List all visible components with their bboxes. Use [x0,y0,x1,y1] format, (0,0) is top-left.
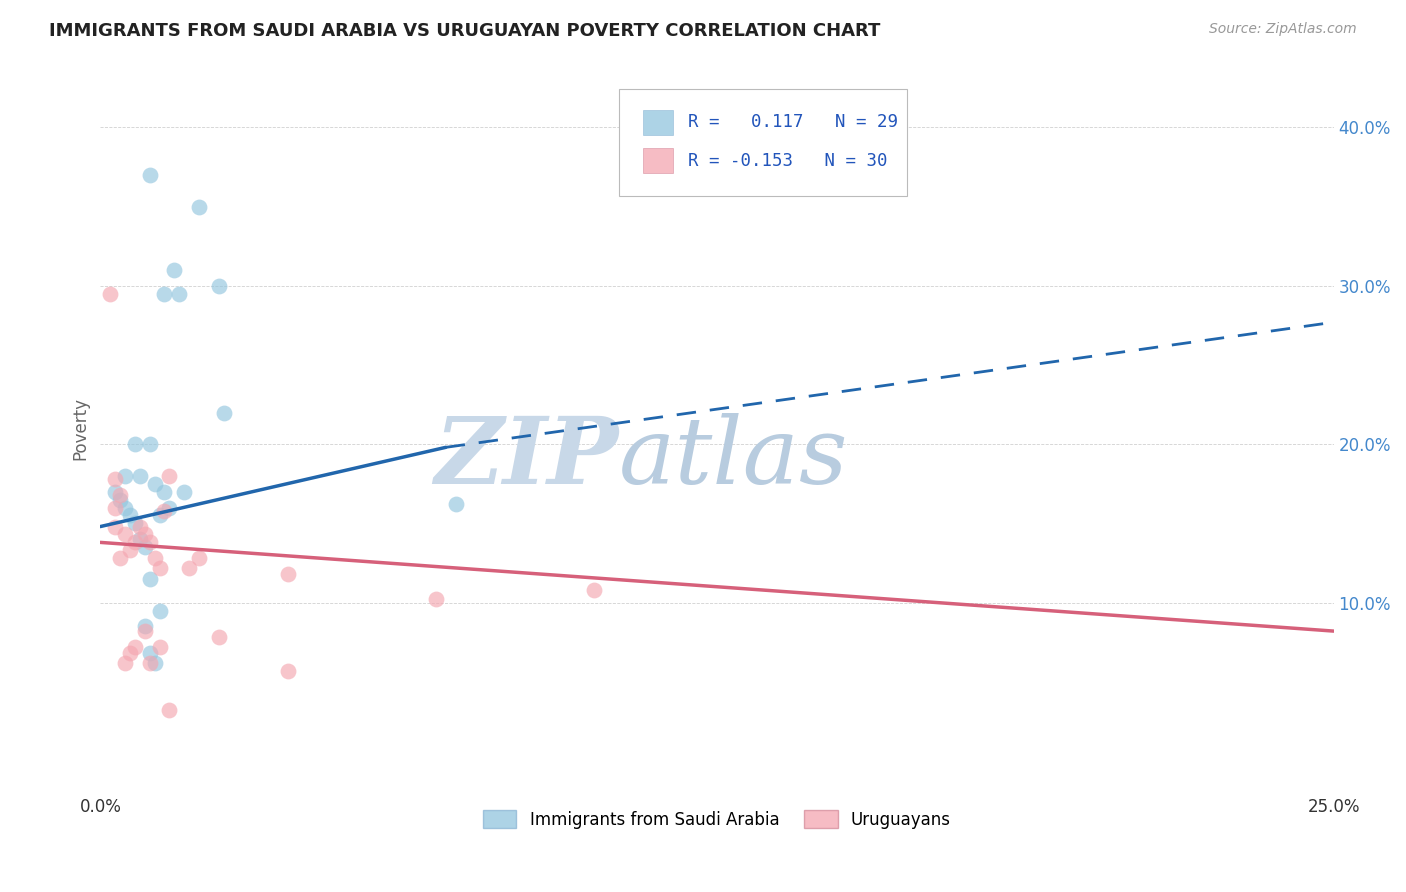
Text: Source: ZipAtlas.com: Source: ZipAtlas.com [1209,22,1357,37]
Point [138,535,160,549]
Point [124,535,146,549]
Point [138,646,160,660]
Point [208,631,231,645]
Point [138,437,160,451]
Point [169,286,191,301]
Text: IMMIGRANTS FROM SAUDI ARABIA VS URUGUAYAN POVERTY CORRELATION CHART: IMMIGRANTS FROM SAUDI ARABIA VS URUGUAYA… [49,22,880,40]
Point [148,508,170,523]
Point [138,656,160,670]
Point [143,551,166,566]
Point [157,703,180,717]
Text: R =   0.117   N = 29: R = 0.117 N = 29 [688,113,897,131]
Point [444,497,467,511]
Point [153,484,176,499]
Point [108,551,131,566]
Point [143,656,166,670]
Point [114,468,136,483]
Point [114,656,136,670]
Point [148,640,170,654]
Point [208,278,231,293]
Text: R = -0.153   N = 30: R = -0.153 N = 30 [688,152,887,169]
Point [277,567,299,582]
Point [134,619,156,633]
Point [98,286,121,301]
Point [157,500,180,515]
Point [148,560,170,574]
Point [114,500,136,515]
Point [425,592,447,607]
Point [134,540,156,554]
Point [148,603,170,617]
Point [212,405,235,419]
Point [582,582,605,597]
Point [104,500,127,515]
Point [188,551,211,566]
Point [153,504,176,518]
Point [173,484,195,499]
Text: atlas: atlas [619,412,848,502]
Point [143,476,166,491]
Point [138,168,160,182]
Point [188,200,211,214]
Y-axis label: Poverty: Poverty [72,397,89,460]
Point [128,533,150,547]
Point [124,640,146,654]
Point [118,508,141,523]
Point [128,468,150,483]
Legend: Immigrants from Saudi Arabia, Uruguayans: Immigrants from Saudi Arabia, Uruguayans [477,804,957,835]
Point [277,664,299,678]
Point [104,519,127,533]
Point [108,492,131,507]
Point [104,484,127,499]
Text: ZIP: ZIP [434,412,619,502]
Point [153,286,176,301]
Point [118,646,141,660]
Point [128,519,150,533]
Point [124,437,146,451]
Point [134,527,156,541]
Point [138,572,160,586]
Point [179,560,201,574]
Point [157,468,180,483]
Point [104,472,127,486]
Point [163,263,186,277]
Point [114,527,136,541]
Point [134,624,156,639]
Point [108,488,131,502]
Point [118,543,141,558]
Point [124,516,146,531]
